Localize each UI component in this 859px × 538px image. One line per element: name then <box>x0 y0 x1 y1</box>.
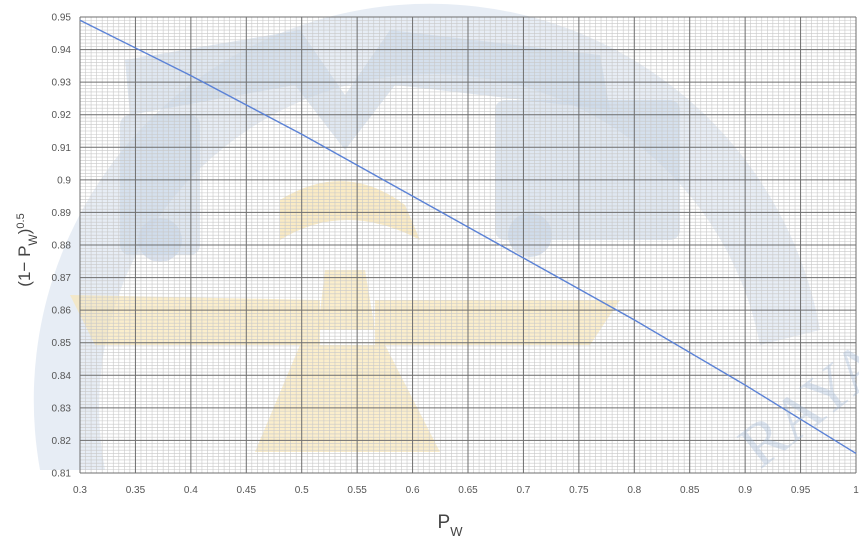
x-tick-label: 0.6 <box>406 485 420 496</box>
y-tick-label: 0.88 <box>52 241 72 252</box>
y-tick-label: 0.9 <box>57 175 71 186</box>
x-tick-label: 0.85 <box>680 485 700 496</box>
x-tick-label: 0.5 <box>295 485 309 496</box>
x-tick-label: 0.4 <box>184 485 198 496</box>
y-axis-title: (1− PW)0.5 <box>15 213 40 286</box>
x-tick-label: 0.3 <box>73 485 87 496</box>
x-axis-title: PW <box>438 512 464 538</box>
x-tick-labels: 0.3 0.35 0.4 0.45 0.5 0.55 0.6 0.65 0.7 0.75 0.8 0.… <box>73 485 859 496</box>
x-tick-label: 0.75 <box>569 485 589 496</box>
y-tick-label: 0.86 <box>52 306 72 317</box>
x-tick-label: 0.7 <box>516 485 530 496</box>
y-tick-label: 0.91 <box>52 143 72 154</box>
x-tick-label: 0.45 <box>237 485 257 496</box>
x-tick-label: 0.55 <box>347 485 367 496</box>
y-tick-label: 0.85 <box>52 338 72 349</box>
y-tick-label: 0.83 <box>52 403 72 414</box>
y-tick-label: 0.92 <box>52 110 72 121</box>
y-tick-label: 0.95 <box>52 13 72 24</box>
series-line <box>79 19 857 455</box>
y-tick-label: 0.87 <box>52 273 72 284</box>
series-group <box>79 19 857 455</box>
y-tick-label: 0.94 <box>52 45 72 56</box>
x-tick-label: 0.35 <box>126 485 146 496</box>
x-tick-label: 0.65 <box>458 485 478 496</box>
x-tick-label: 1 <box>853 485 859 496</box>
y-tick-label: 0.82 <box>52 436 72 447</box>
university-logo-watermark-icon <box>33 3 820 471</box>
y-tick-labels: 0.95 0.94 0.93 0.92 0.91 0.9 0.89 0.88 0.87 0.86 0… <box>52 13 72 480</box>
major-gridlines <box>79 16 857 474</box>
y-tick-label: 0.81 <box>52 469 72 480</box>
x-tick-label: 0.9 <box>738 485 752 496</box>
y-tick-label: 0.93 <box>52 78 72 89</box>
x-tick-label: 0.8 <box>627 485 641 496</box>
y-tick-label: 0.84 <box>52 371 72 382</box>
y-tick-label: 0.89 <box>52 208 72 219</box>
x-tick-label: 0.95 <box>791 485 811 496</box>
